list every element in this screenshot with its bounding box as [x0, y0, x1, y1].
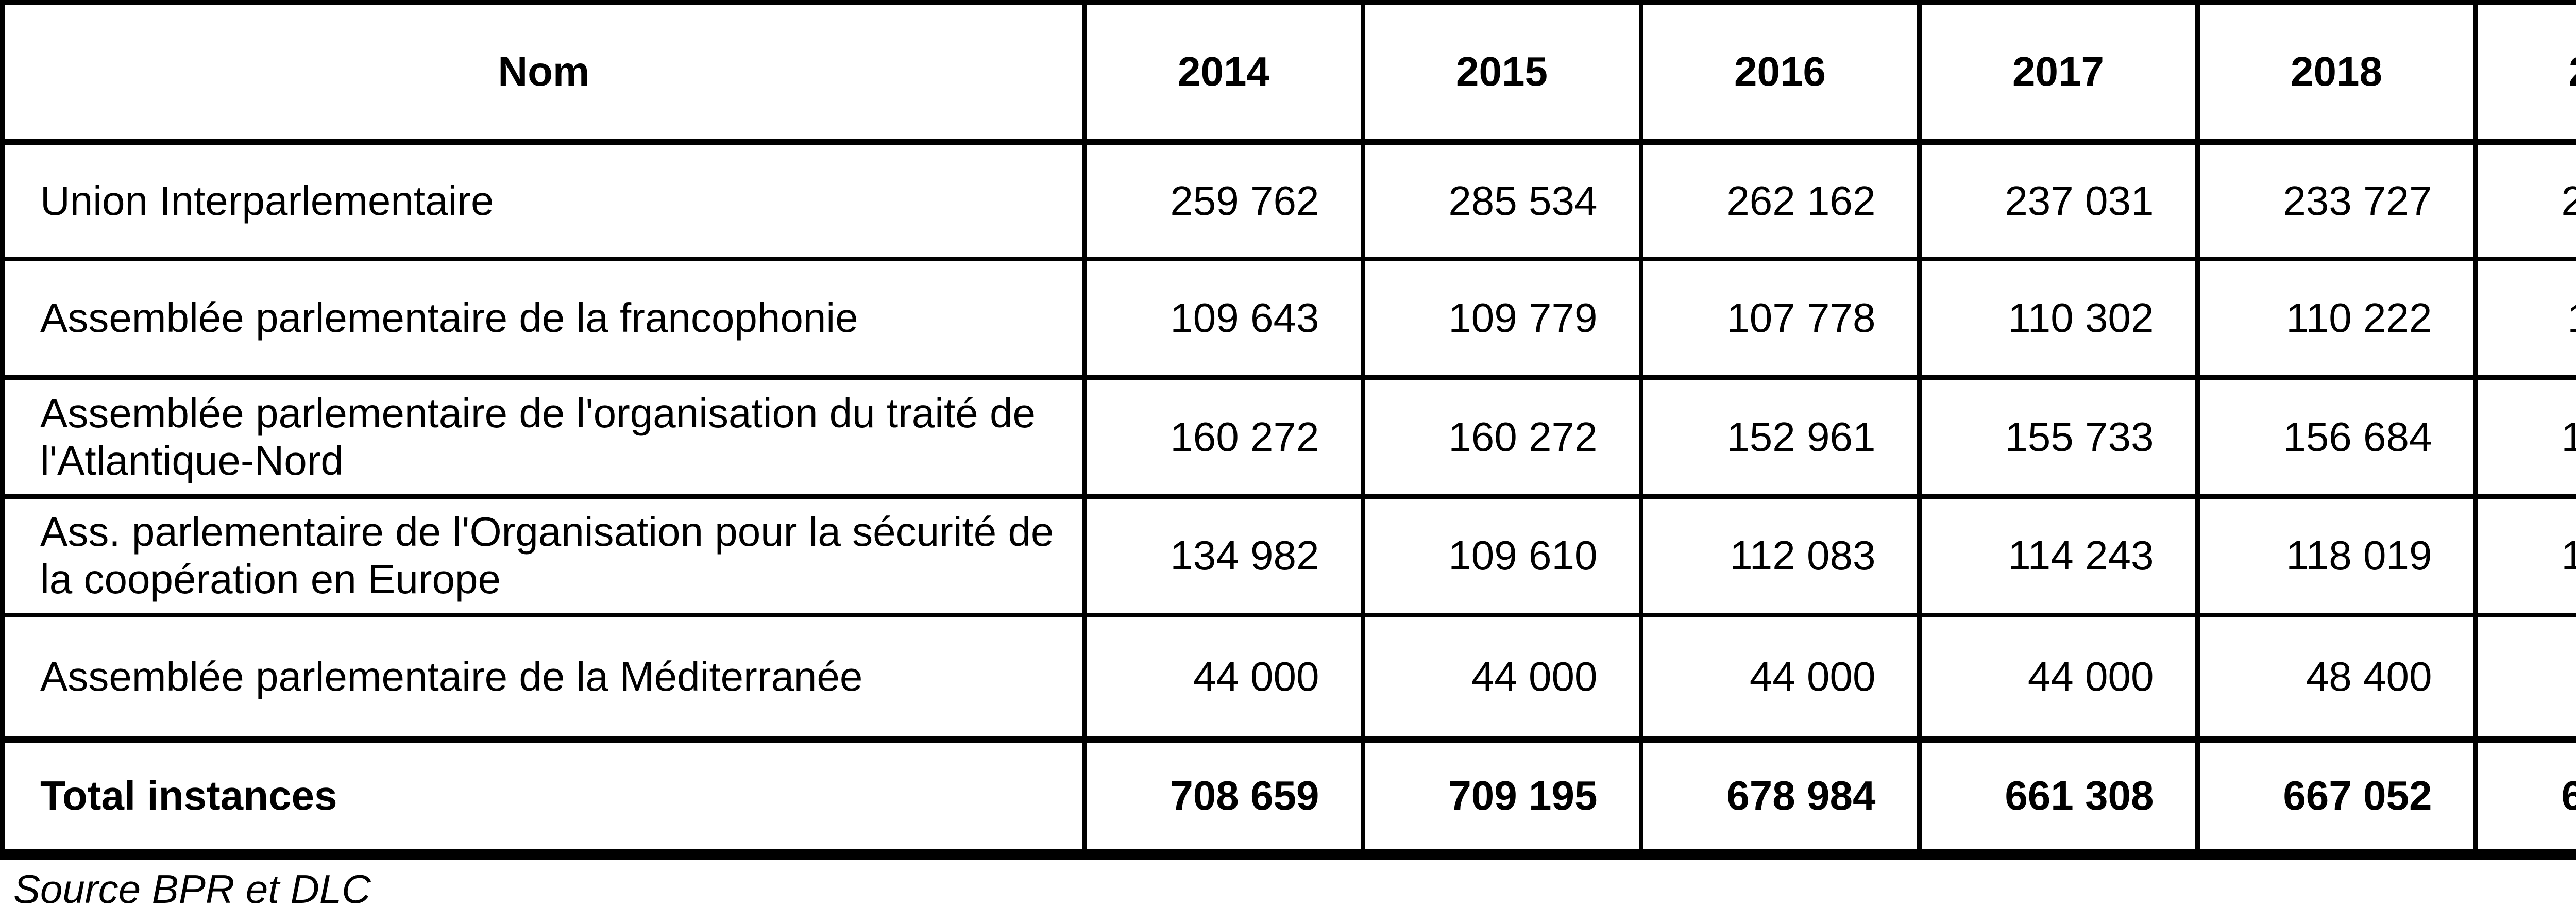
value-cell: 109 779	[1360, 256, 1643, 380]
row-name-cell: Union Interparlementaire	[0, 139, 1087, 261]
row-name-cell: Ass. parlementaire de l'Organisation pou…	[0, 494, 1087, 617]
value-cell: 109 610	[1360, 494, 1643, 617]
value-cell: 44 000	[1360, 612, 1643, 742]
value-cell: 152 961	[1638, 375, 1922, 499]
total-value-cell: 667 052	[2195, 735, 2478, 860]
column-header-2016: 2016	[1638, 0, 1922, 145]
row-name-cell: Assemblée parlementaire de l'organisatio…	[0, 375, 1087, 499]
value-cell: 110 222	[2195, 256, 2478, 380]
column-header-2017: 2017	[1917, 0, 2200, 145]
table-row: Assemblée parlementaire de la Méditerran…	[0, 612, 2576, 742]
row-name-cell: Assemblée parlementaire de la Méditerran…	[0, 612, 1087, 742]
value-cell: 134 982	[1082, 494, 1365, 617]
value-cell: 48 400	[2195, 612, 2478, 742]
value-cell: 262 162	[1638, 139, 1922, 261]
value-cell: 114 243	[1917, 494, 2200, 617]
total-value-cell: 661 308	[1917, 735, 2200, 860]
column-header-nom: Nom	[0, 0, 1087, 145]
value-cell: 112 083	[1638, 494, 1922, 617]
column-header-2014: 2014	[1082, 0, 1365, 145]
table-row: Union Interparlementaire 259 762 285 534…	[0, 139, 2576, 261]
value-cell: 44 000	[1638, 612, 1922, 742]
value-cell: 259 762	[1082, 139, 1365, 261]
value-cell: 110 302	[1917, 256, 2200, 380]
table-row: Assemblée parlementaire de l'organisatio…	[0, 375, 2576, 499]
value-cell: 125 975	[2473, 494, 2576, 617]
value-cell: 160 272	[1082, 375, 1365, 499]
total-value-cell: 678 984	[1638, 735, 1922, 860]
value-cell: 160 951	[2473, 375, 2576, 499]
table-row: Assemblée parlementaire de la francophon…	[0, 256, 2576, 380]
value-cell: 44 000	[1917, 612, 2200, 742]
value-cell: 48 400	[2473, 612, 2576, 742]
value-cell: 118 019	[2195, 494, 2478, 617]
column-header-2015: 2015	[1360, 0, 1643, 145]
value-cell: 227 664	[2473, 139, 2576, 261]
value-cell: 285 534	[1360, 139, 1643, 261]
total-value-cell: 709 195	[1360, 735, 1643, 860]
source-note: Source BPR et DLC	[13, 866, 371, 905]
value-cell: 109 643	[1082, 256, 1365, 380]
value-cell: 111 003	[2473, 256, 2576, 380]
table-row: Ass. parlementaire de l'Organisation pou…	[0, 494, 2576, 617]
value-cell: 156 684	[2195, 375, 2478, 499]
total-row: Total instances 708 659 709 195 678 984 …	[0, 735, 2576, 860]
value-cell: 44 000	[1082, 612, 1365, 742]
value-cell: 233 727	[2195, 139, 2478, 261]
instances-budget-table: Nom 2014 2015 2016 2017 2018 2019 Variat…	[0, 0, 2576, 860]
header-row: Nom 2014 2015 2016 2017 2018 2019 Variat…	[0, 0, 2576, 145]
row-name-cell: Assemblée parlementaire de la francophon…	[0, 256, 1087, 380]
value-cell: 155 733	[1917, 375, 2200, 499]
value-cell: 237 031	[1917, 139, 2200, 261]
total-label-cell: Total instances	[0, 735, 1087, 860]
value-cell: 107 778	[1638, 256, 1922, 380]
total-value-cell: 708 659	[1082, 735, 1365, 860]
column-header-2019: 2019	[2473, 0, 2576, 145]
total-value-cell: 673 992	[2473, 735, 2576, 860]
value-cell: 160 272	[1360, 375, 1643, 499]
column-header-2018: 2018	[2195, 0, 2478, 145]
